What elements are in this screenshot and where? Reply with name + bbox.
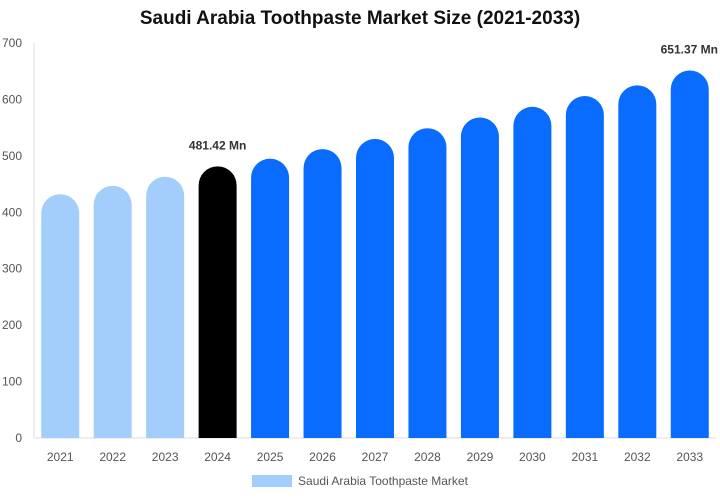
x-tick-label: 2024 (204, 450, 231, 464)
y-tick-label: 600 (2, 92, 22, 106)
bar-2032[interactable] (618, 85, 657, 439)
data-label: 481.42 Mn (189, 138, 246, 152)
chart-title: Saudi Arabia Toothpaste Market Size (202… (139, 8, 581, 29)
bar-2023[interactable] (146, 176, 185, 438)
data-label: 651.37 Mn (661, 42, 718, 56)
x-tick-label: 2029 (467, 450, 494, 464)
x-tick-label: 2028 (414, 450, 441, 464)
x-tick-label: 2023 (152, 450, 179, 464)
y-tick-label: 200 (2, 318, 22, 332)
x-tick-label: 2030 (519, 450, 546, 464)
bars (41, 70, 709, 439)
annotations: 481.42 Mn 651.37 Mn (189, 42, 718, 152)
x-tick-label: 2022 (99, 450, 126, 464)
y-tick-label: 400 (2, 205, 22, 219)
x-tick-label: 2021 (47, 450, 74, 464)
x-axis: 2021 2022 2023 2024 2025 2026 2027 2028 2029 2030… (34, 437, 716, 464)
x-tick-label: 2032 (624, 450, 651, 464)
bar-2022[interactable] (93, 185, 132, 438)
legend[interactable]: Saudi Arabia Toothpaste Market (0, 474, 720, 488)
bar-2029[interactable] (460, 117, 499, 438)
bar-2025[interactable] (251, 158, 290, 438)
bar-2028[interactable] (408, 128, 447, 438)
bar-2031[interactable] (565, 96, 604, 439)
bar-2026[interactable] (303, 149, 342, 438)
y-tick-label: 700 (2, 36, 22, 50)
x-tick-label: 2025 (257, 450, 284, 464)
x-tick-label: 2033 (676, 450, 703, 464)
bar-2024[interactable] (198, 166, 237, 438)
y-tick-label: 0 (15, 431, 22, 445)
bar-2027[interactable] (356, 138, 394, 438)
y-axis: 0 100 200 300 400 500 600 700 (2, 36, 35, 445)
legend-swatch (252, 475, 293, 487)
x-tick-label: 2031 (571, 450, 598, 464)
bar-2030[interactable] (513, 106, 552, 438)
legend-label: Saudi Arabia Toothpaste Market (298, 474, 468, 488)
bar-2033[interactable] (670, 70, 709, 438)
y-tick-label: 500 (2, 149, 22, 163)
x-tick-label: 2026 (309, 450, 336, 464)
x-tick-label: 2027 (362, 450, 389, 464)
y-tick-label: 100 (2, 375, 22, 389)
bar-2021[interactable] (41, 194, 80, 438)
y-tick-label: 300 (2, 262, 22, 276)
